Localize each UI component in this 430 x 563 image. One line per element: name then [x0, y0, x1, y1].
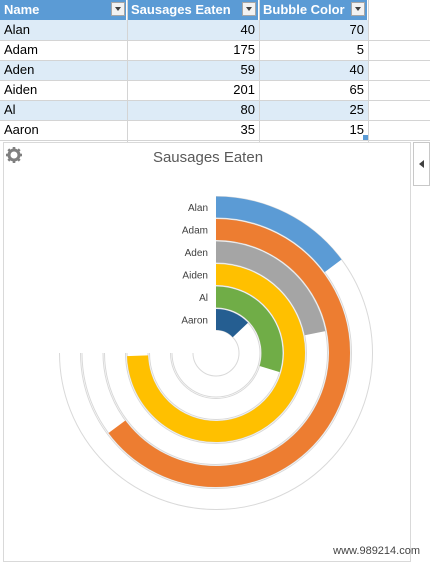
cell-bubble[interactable]: 5 — [356, 42, 364, 57]
table-row: Al 80 25 — [0, 100, 368, 120]
cell-bubble[interactable]: 70 — [349, 22, 364, 37]
header-sausages-label: Sausages Eaten — [131, 2, 231, 17]
bar-adam[interactable] — [108, 219, 350, 487]
cell-sausages[interactable]: 201 — [233, 82, 255, 97]
table-row: Aaron 35 15 — [0, 120, 368, 140]
cell-name[interactable]: Aden — [4, 62, 35, 77]
bar-al[interactable] — [215, 286, 283, 373]
category-label: Aden — [185, 248, 208, 259]
gridline — [0, 140, 430, 141]
category-label: Adam — [182, 226, 208, 237]
ring-track — [170, 307, 262, 399]
table-row: Aden 59 40 — [0, 60, 368, 80]
chart-title: Sausages Eaten — [152, 149, 264, 166]
cell-bubble[interactable]: 25 — [349, 102, 364, 117]
gridline — [259, 0, 260, 142]
gridline — [0, 60, 430, 61]
table-row: Aiden 201 65 — [0, 80, 368, 100]
cell-sausages[interactable]: 35 — [240, 122, 255, 137]
ring-track — [147, 284, 285, 422]
gear-icon[interactable] — [6, 147, 22, 163]
cell-name[interactable]: Aiden — [4, 82, 38, 97]
table-resize-handle[interactable] — [363, 135, 368, 140]
chevron-left-icon[interactable] — [413, 142, 430, 186]
watermark: www.989214.com — [333, 545, 420, 557]
ring-track — [192, 329, 240, 377]
cell-name[interactable]: Adam — [4, 42, 38, 57]
cell-name[interactable]: Al — [4, 102, 16, 117]
header-name[interactable]: Name — [0, 0, 127, 20]
category-label: Al — [199, 293, 208, 304]
ring-track — [80, 217, 352, 489]
header-bubble-color[interactable]: Bubble Color — [259, 0, 368, 20]
cell-sausages[interactable]: 59 — [240, 62, 255, 77]
category-label: Aaron — [181, 316, 208, 327]
table-row: Adam 175 5 — [0, 40, 368, 60]
table-row: Alan 40 70 — [0, 20, 368, 40]
header-sausages-eaten[interactable]: Sausages Eaten — [127, 0, 259, 20]
ring-track — [102, 239, 330, 467]
bar-aaron[interactable] — [215, 309, 249, 338]
category-label: Aiden — [182, 271, 208, 282]
cell-bubble[interactable]: 40 — [349, 62, 364, 77]
filter-dropdown-sausages-icon[interactable] — [242, 2, 256, 16]
chart-area[interactable]: Sausages Eaten Alan Adam Aden Aiden Al Aaron — [3, 142, 411, 562]
header-bubble-label: Bubble Color — [263, 2, 345, 17]
radial-bar-chart: Alan Adam Aden Aiden Al Aaron — [6, 147, 373, 510]
gridline — [0, 120, 430, 121]
bar-aiden[interactable] — [127, 264, 305, 442]
cell-name[interactable]: Alan — [4, 22, 31, 37]
gridline — [0, 100, 430, 101]
cell-sausages[interactable]: 175 — [233, 42, 255, 57]
cell-sausages[interactable]: 40 — [240, 22, 255, 37]
gridline — [0, 80, 430, 81]
ring-track — [125, 262, 307, 444]
bar-aden[interactable] — [215, 241, 326, 336]
cell-bubble[interactable]: 65 — [349, 82, 364, 97]
cell-bubble[interactable]: 15 — [349, 122, 364, 137]
filter-dropdown-name-icon[interactable] — [111, 2, 125, 16]
header-name-label: Name — [4, 2, 40, 17]
cell-name[interactable]: Aaron — [4, 122, 39, 137]
gridline — [127, 0, 128, 142]
filter-dropdown-bubble-icon[interactable] — [351, 2, 365, 16]
cell-sausages[interactable]: 80 — [240, 102, 255, 117]
gridline — [0, 40, 430, 41]
gridline — [368, 0, 369, 142]
category-label: Alan — [188, 203, 208, 214]
bar-alan[interactable] — [215, 196, 342, 273]
